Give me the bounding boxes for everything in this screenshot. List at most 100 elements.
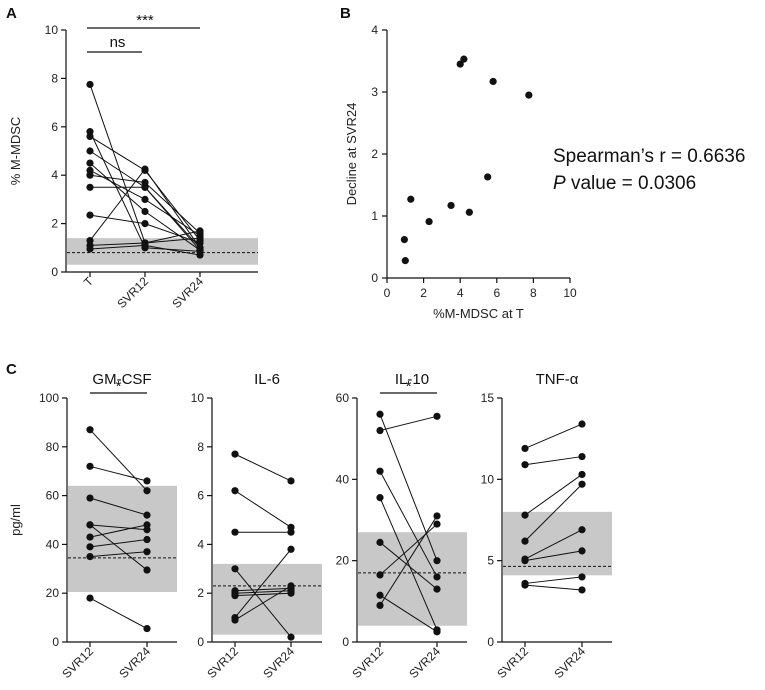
data-point — [196, 251, 204, 259]
subject-line — [379, 594, 438, 633]
data-point — [447, 201, 455, 210]
subject-line — [234, 453, 292, 482]
data-point — [86, 594, 94, 602]
data-point — [231, 592, 239, 600]
p-value-text: value = 0.0306 — [566, 173, 696, 194]
data-point — [489, 77, 497, 86]
data-point — [456, 60, 464, 68]
subject-line — [89, 524, 148, 538]
subject-line — [379, 541, 438, 590]
x-tick-label: T — [81, 274, 97, 290]
data-point — [141, 207, 149, 216]
subject-line — [234, 490, 292, 528]
data-point — [433, 512, 441, 520]
y-tick-label: 0 — [52, 635, 59, 649]
data-point — [521, 537, 529, 545]
y-tick-label: 3 — [371, 85, 378, 99]
y-tick-label: 0 — [487, 635, 494, 649]
y-tick-label: 6 — [197, 489, 204, 503]
data-point — [86, 521, 94, 529]
chart-b-correlation-scatter: 0 1 2 3 4 0 2 4 6 8 10 %M-MDSC at T Decline at SVR24 — [344, 23, 577, 321]
panel-label-a: A — [6, 5, 17, 22]
data-point — [521, 557, 529, 565]
subject-line — [89, 465, 148, 482]
y-tick-label: 4 — [371, 23, 378, 37]
data-point — [231, 565, 239, 573]
subject-line — [89, 524, 148, 531]
y-tick-label: 20 — [46, 586, 60, 600]
data-point — [86, 159, 94, 167]
y-tick-label: 0 — [51, 265, 58, 279]
data-point — [521, 444, 529, 453]
panel-label-c: C — [6, 361, 17, 378]
y-tick-label: 2 — [197, 586, 204, 600]
panel-label-b: B — [340, 5, 351, 22]
x-tick-label: 8 — [530, 286, 537, 300]
reference-band — [68, 485, 177, 592]
data-point — [521, 581, 529, 589]
data-point — [86, 132, 94, 141]
y-axis-label: % M-MDSC — [8, 117, 23, 186]
subject-line — [89, 131, 201, 252]
data-point — [141, 195, 149, 203]
data-point — [231, 487, 239, 495]
y-tick-label: 40 — [336, 472, 350, 486]
y-tick-label: 0 — [342, 635, 349, 649]
data-point — [578, 480, 586, 488]
reference-band — [213, 563, 322, 635]
subject-line — [379, 497, 438, 630]
x-tick-label: 6 — [493, 286, 500, 300]
data-point — [578, 420, 586, 428]
data-point — [376, 538, 384, 546]
x-tick-label: 10 — [563, 286, 577, 300]
y-tick-label: 10 — [191, 391, 205, 405]
data-point — [287, 589, 295, 597]
x-tick-label: 0 — [384, 286, 391, 300]
subject-line — [89, 524, 148, 571]
x-tick-label: SVR12 — [204, 644, 241, 681]
subject-line — [379, 515, 438, 606]
y-tick-label: 60 — [336, 391, 350, 405]
x-tick-label: 2 — [420, 286, 427, 300]
y-tick-label: 0 — [371, 271, 378, 285]
y-tick-label: 5 — [487, 554, 494, 568]
y-tick-label: 1 — [371, 209, 378, 223]
data-point — [287, 528, 295, 536]
data-point — [143, 477, 151, 485]
chart-title: IL-6 — [254, 371, 280, 388]
data-point — [400, 235, 408, 244]
data-point — [525, 91, 533, 99]
data-point — [376, 591, 384, 599]
subject-line — [234, 585, 292, 621]
data-point — [433, 412, 441, 420]
subject-line — [524, 456, 583, 466]
data-point — [143, 624, 151, 633]
data-point — [86, 494, 94, 502]
subject-line — [524, 529, 583, 560]
subject-line — [379, 470, 438, 578]
y-tick-label: 80 — [46, 440, 60, 454]
data-point — [287, 477, 295, 485]
x-tick-label: SVR12 — [114, 274, 151, 311]
y-tick-label: 0 — [197, 635, 204, 649]
subject-line — [234, 587, 292, 592]
data-point — [433, 557, 441, 565]
data-point — [425, 217, 433, 226]
data-point — [86, 80, 94, 89]
subject-line — [234, 548, 292, 618]
data-point — [578, 470, 586, 479]
x-tick-label: SVR24 — [551, 644, 588, 681]
y-tick-label: 20 — [336, 554, 350, 568]
data-point — [433, 573, 441, 581]
data-point — [484, 173, 492, 181]
data-point — [376, 426, 384, 435]
y-tick-label: 6 — [51, 120, 58, 134]
reference-band — [358, 532, 467, 626]
subject-line — [89, 597, 148, 630]
x-tick-label: SVR12 — [59, 644, 96, 681]
chart-a-m-mdsc-paired: 0 2 4 6 8 10 T SVR12 SVR24 % M-MDSC ns *** — [8, 12, 258, 311]
data-point — [143, 511, 151, 519]
chart-c-il-10: 0 20 40 60 SVR12 SVR24 IL-10* — [336, 371, 467, 681]
data-point — [86, 245, 94, 253]
